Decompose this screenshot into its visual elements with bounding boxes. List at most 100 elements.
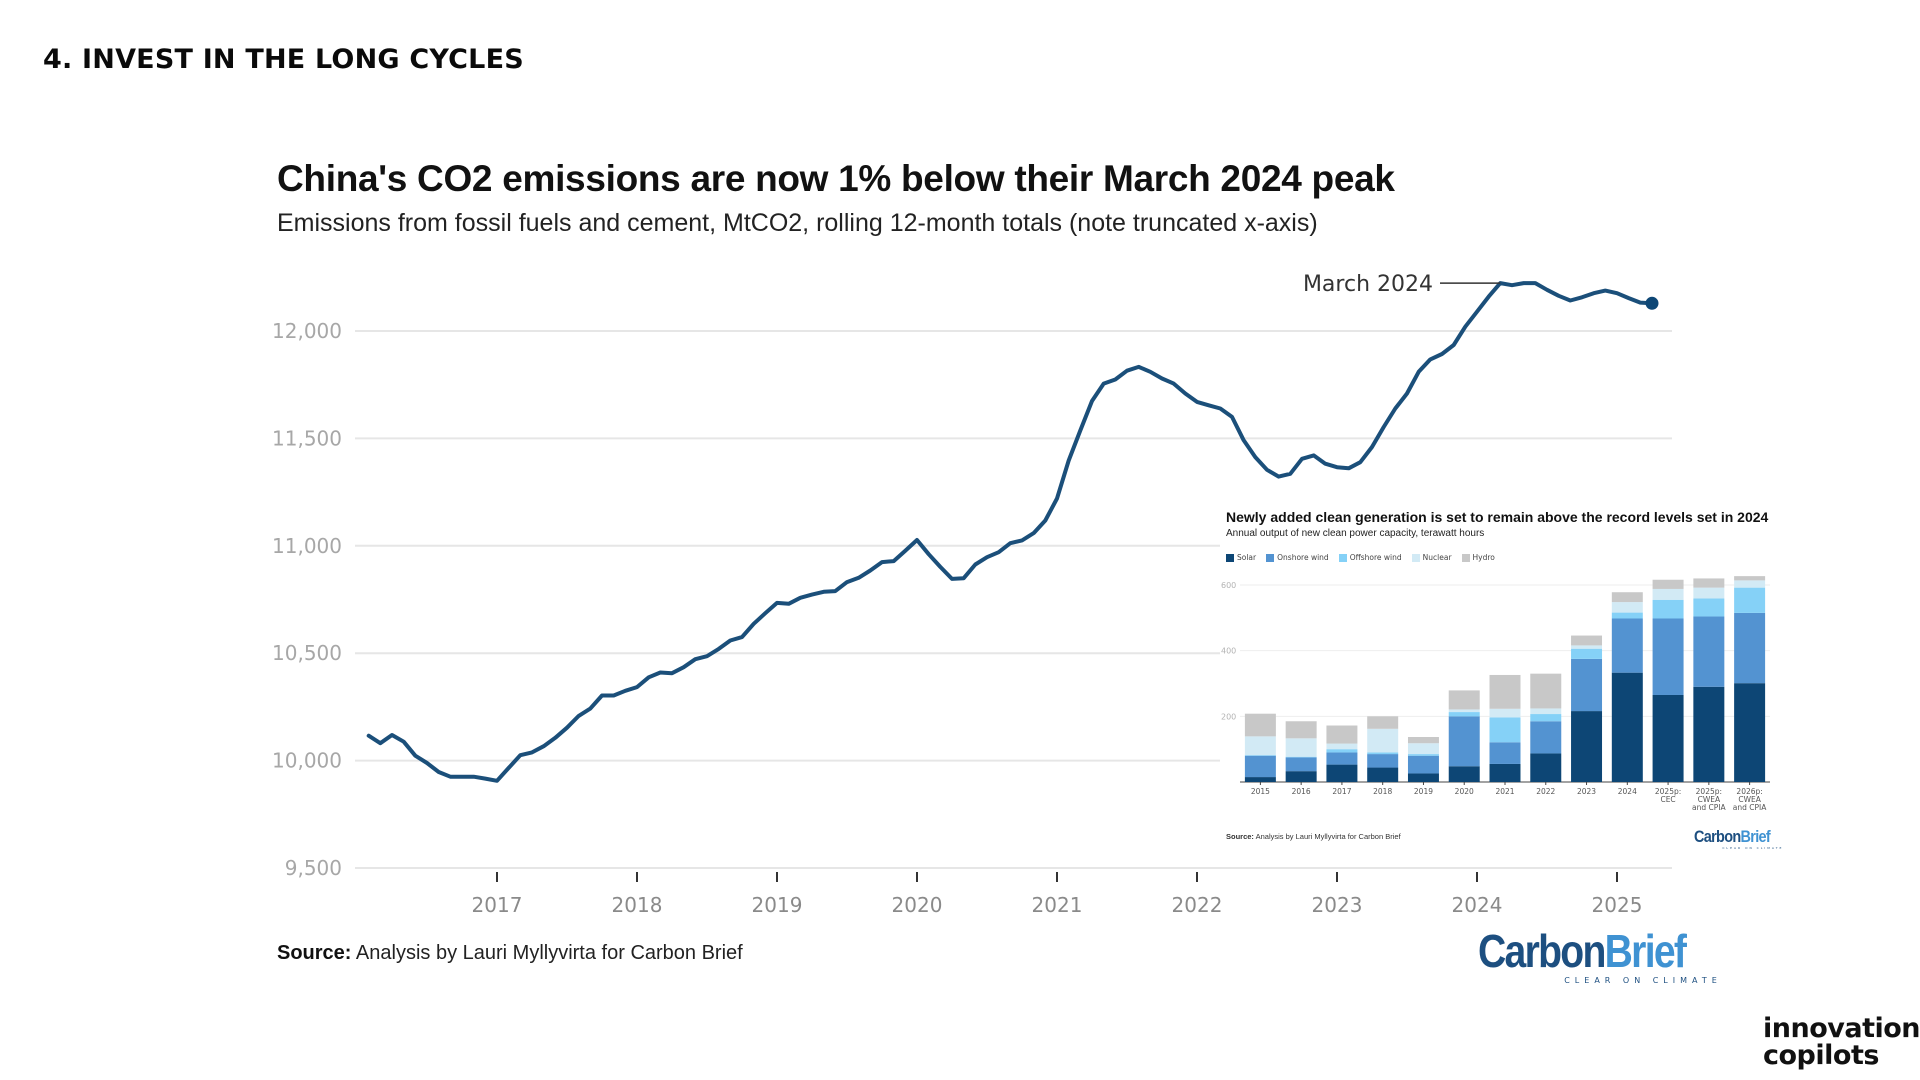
inset-y-tick-label: 200 (1221, 712, 1236, 721)
bar-segment-solar (1326, 764, 1358, 782)
inset-carbon-brief-logo: CarbonBrief CLEAR ON CLIMATE (1694, 827, 1783, 850)
bar-segment-hydro (1367, 716, 1399, 729)
legend-swatch (1266, 553, 1275, 562)
slide-title: 4. INVEST IN THE LONG CYCLES (43, 44, 524, 75)
bar-segment-hydro (1693, 578, 1725, 588)
inset-x-tick-label: 2025p: (1696, 787, 1722, 796)
inset-x-tick-label: 2015 (1251, 787, 1270, 796)
bar-segment-offshore-wind (1367, 752, 1399, 755)
inset-legend: Solar Onshore wind Offshore wind Nuclear Hyd… (1226, 553, 1495, 562)
x-tick-label: 2023 (1312, 893, 1363, 917)
bar-segment-solar (1489, 763, 1521, 782)
inset-logo-carbon: Carbon (1694, 827, 1741, 846)
chart-title: China's CO2 emissions are now 1% below t… (277, 158, 1395, 199)
bar-segment-onshore-wind (1571, 658, 1603, 712)
brand-line-1: innovation (1763, 1013, 1920, 1044)
legend-item: Offshore wind (1338, 553, 1402, 562)
inset-x-tick-label: 2024 (1618, 787, 1637, 796)
legend-item: Hydro (1461, 553, 1495, 562)
end-point-marker (1645, 296, 1659, 310)
inset-source-label: Source: (1226, 832, 1254, 841)
bar-segment-offshore-wind (1244, 755, 1276, 756)
inset-title: Newly added clean generation is set to r… (1226, 509, 1769, 525)
inset-x-tick-label: and CPIA (1692, 803, 1726, 812)
inset-x-tick-label: 2016 (1292, 787, 1311, 796)
bar-segment-solar (1693, 686, 1725, 782)
x-tick-label: 2024 (1452, 893, 1503, 917)
bar-segment-nuclear (1244, 736, 1276, 756)
inset-bar-svg: 200 400 600 2015 2016 2017 2018 2019 2020 2021 202… (1221, 576, 1770, 812)
legend-swatch (1461, 553, 1470, 562)
bar-segment-onshore-wind (1326, 752, 1358, 765)
inset-bar-chart: 200 400 600 2015 2016 2017 2018 2019 2020 2021 202… (1220, 500, 1783, 860)
inset-x-tick-label: CWEA (1738, 795, 1761, 804)
legend-label: Hydro (1472, 553, 1495, 562)
bar-segment-offshore-wind (1571, 648, 1603, 659)
annotation-label: March 2024 (1303, 272, 1433, 297)
logo-tagline: CLEAR ON CLIMATE (1564, 976, 1722, 985)
bar-segment-hydro (1530, 673, 1562, 709)
bar-segment-nuclear (1734, 580, 1766, 588)
inset-x-tick-label: CEC (1660, 795, 1675, 804)
bar-segment-onshore-wind (1652, 618, 1684, 695)
bar-segment-nuclear (1407, 743, 1439, 755)
chart-subtitle: Emissions from fossil fuels and cement, … (277, 209, 1318, 237)
legend-label: Nuclear (1422, 553, 1452, 562)
inset-x-tick-label: and CPIA (1733, 803, 1767, 812)
bar-segment-hydro (1734, 576, 1766, 581)
bar-segment-hydro (1244, 713, 1276, 737)
bar-segment-onshore-wind (1244, 755, 1276, 778)
innovation-copilots-logo: innovation copilots (1763, 1015, 1920, 1069)
bar-segment-nuclear (1530, 708, 1562, 715)
legend-label: Onshore wind (1277, 553, 1329, 562)
bar-segment-offshore-wind (1734, 587, 1766, 613)
bar-segment-offshore-wind (1693, 598, 1725, 617)
bar-segment-hydro (1652, 579, 1684, 589)
y-tick-label: 10,000 (272, 749, 342, 773)
bar-segment-nuclear (1611, 602, 1643, 613)
bar-segment-onshore-wind (1530, 721, 1562, 754)
bar-segment-solar (1448, 766, 1480, 782)
bar-segment-onshore-wind (1611, 618, 1643, 673)
x-tick-label: 2018 (612, 893, 663, 917)
chart-source: Source: Analysis by Lauri Myllyvirta for… (277, 942, 743, 965)
bar-segment-solar (1734, 683, 1766, 782)
x-tick-label: 2025 (1592, 893, 1643, 917)
bar-segment-onshore-wind (1693, 616, 1725, 687)
bar-segment-solar (1571, 711, 1603, 782)
bar-segment-hydro (1611, 592, 1643, 603)
bar-segment-onshore-wind (1448, 716, 1480, 767)
bar-segment-onshore-wind (1489, 742, 1521, 764)
inset-subtitle: Annual output of new clean power capacit… (1226, 528, 1485, 539)
logo-brief: Brief (1604, 925, 1687, 977)
bar-segment-hydro (1285, 721, 1317, 739)
inset-x-tick-label: 2023 (1577, 787, 1596, 796)
bar-segment-offshore-wind (1285, 756, 1317, 758)
bar-segment-hydro (1571, 635, 1603, 646)
bar-segment-onshore-wind (1285, 757, 1317, 772)
bar-segment-onshore-wind (1367, 754, 1399, 768)
inset-y-tick-label: 600 (1221, 581, 1236, 590)
inset-x-tick-label: 2019 (1414, 787, 1433, 796)
source-label: Source: (277, 942, 352, 964)
inset-logo-brief: Brief (1740, 827, 1771, 846)
inset-source-text: Analysis by Lauri Myllyvirta for Carbon … (1253, 832, 1401, 841)
bar-segment-nuclear (1285, 738, 1317, 757)
inset-x-tick-label: 2025p: (1655, 787, 1681, 796)
bar-segment-solar (1285, 771, 1317, 782)
brand-line-2: copilots (1763, 1040, 1879, 1071)
bar-segment-solar (1652, 694, 1684, 782)
x-tick-label: 2017 (472, 893, 523, 917)
bar-segment-hydro (1326, 725, 1358, 744)
legend-label: Offshore wind (1349, 553, 1402, 562)
bar-segment-onshore-wind (1407, 755, 1439, 774)
y-tick-label: 9,500 (285, 856, 342, 880)
bar-segment-nuclear (1652, 588, 1684, 600)
bar-segment-nuclear (1367, 728, 1399, 753)
x-tick-label: 2020 (892, 893, 943, 917)
bar-segment-onshore-wind (1734, 612, 1766, 684)
y-tick-label: 11,500 (272, 426, 342, 450)
bar-segment-hydro (1489, 674, 1521, 709)
legend-swatch (1411, 553, 1420, 562)
legend-item: Solar (1226, 553, 1256, 562)
